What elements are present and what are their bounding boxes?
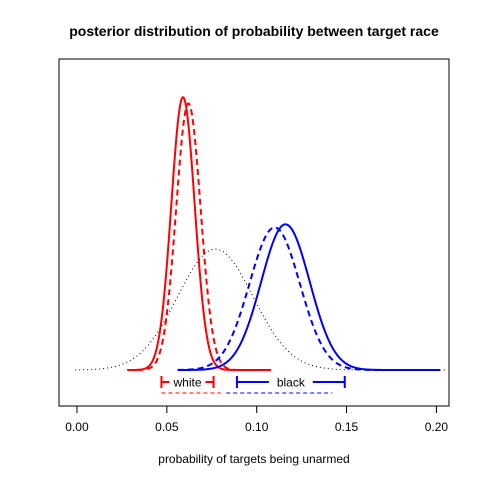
density-curve-1	[127, 96, 272, 371]
plot-frame	[58, 58, 450, 407]
density-curve-3	[177, 223, 441, 371]
interval-white: white	[160, 376, 221, 394]
interval-label: white	[172, 376, 201, 390]
interval-black: black	[226, 376, 346, 394]
density-curves	[75, 96, 448, 371]
x-tick-label: 0.20	[425, 420, 449, 434]
x-tick-label: 0.05	[155, 420, 179, 434]
density-curve-2	[127, 102, 272, 371]
chart-title: posterior distribution of probability be…	[69, 23, 439, 39]
density-curve-4	[177, 226, 441, 371]
x-tick-label: 0.00	[65, 420, 89, 434]
x-tick-label: 0.15	[335, 420, 359, 434]
x-axis: 0.00 0.05 0.10 0.15 0.20	[65, 405, 449, 434]
interval-legend: white black	[160, 376, 346, 394]
x-tick-label: 0.10	[245, 420, 269, 434]
density-curve-5	[75, 248, 448, 371]
interval-label: black	[277, 376, 306, 390]
x-axis-label: probability of targets being unarmed	[158, 452, 349, 466]
